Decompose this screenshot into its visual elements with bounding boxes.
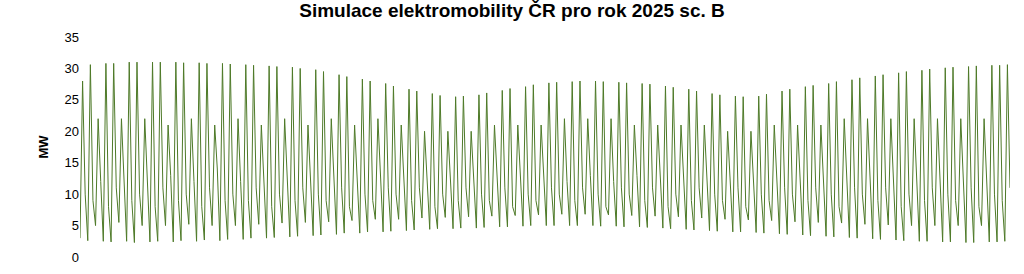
svg-text:15: 15 bbox=[65, 155, 79, 170]
svg-text:25: 25 bbox=[65, 92, 79, 107]
svg-text:Simulace elektromobility ČR pr: Simulace elektromobility ČR pro rok 2025… bbox=[299, 0, 725, 21]
svg-text:10: 10 bbox=[65, 187, 79, 202]
svg-text:35: 35 bbox=[65, 30, 79, 45]
svg-text:0: 0 bbox=[72, 250, 79, 265]
svg-text:20: 20 bbox=[65, 124, 79, 139]
svg-text:5: 5 bbox=[72, 218, 79, 233]
svg-text:MW: MW bbox=[36, 135, 51, 159]
svg-text:30: 30 bbox=[65, 61, 79, 76]
